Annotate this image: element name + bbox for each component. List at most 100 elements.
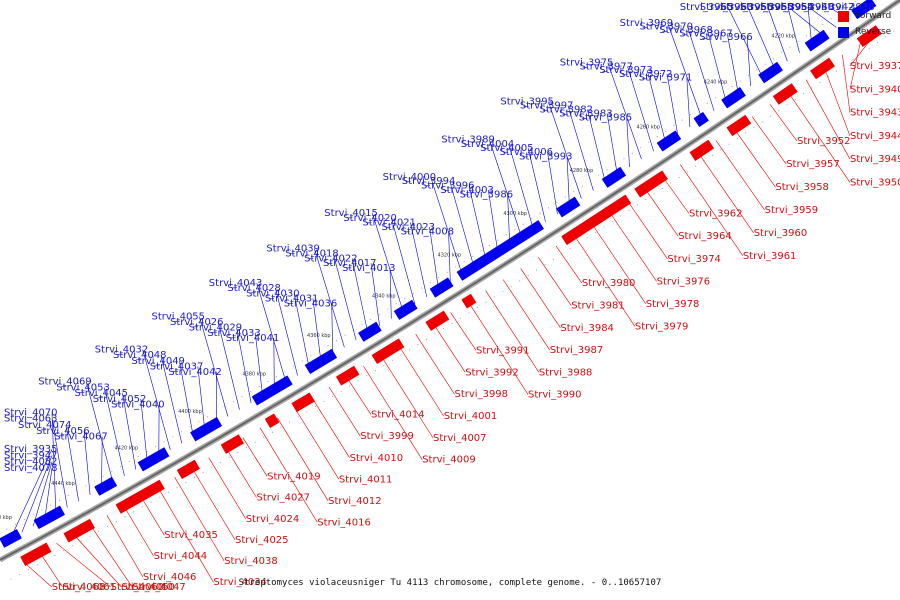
gene-label: Strvi_4046 [143,572,197,583]
leader-line [746,36,751,87]
gene-label: Strvi_4015 [324,208,378,219]
gene-label: Strvi_3974 [667,254,721,265]
gene-label: Strvi_4022 [304,253,358,264]
leader-line [312,298,322,362]
leader-line [662,176,690,214]
leader-line [547,152,558,215]
leader-line [485,290,540,373]
leader-line [508,143,534,230]
reverse-gene-5 [190,416,223,442]
leader-line [848,6,861,11]
gene-label: Strvi_4070 [4,408,58,419]
leader-line [72,533,122,588]
gene-label: Strvi_4038 [224,556,278,567]
gene-label: Strvi_4041 [226,333,280,344]
gene-label: Strvi_4032 [95,345,149,356]
leader-line [666,73,679,136]
gene-label: Strvi_4024 [246,514,300,525]
leader-line [788,6,825,37]
leader-line [236,327,252,403]
leader-line [370,263,380,326]
gene-label: Strvi_4039 [266,244,320,255]
leader-line [429,226,439,290]
gene-label: Strvi_4044 [154,551,208,562]
forward-gene-12 [561,194,632,246]
leader-line [502,279,550,351]
leader-line [410,222,427,297]
leader-line [122,393,137,470]
leader-line [488,189,499,253]
gene-label: Strvi_3949 [850,154,900,165]
leader-line [293,293,310,369]
tick-label: 4460 kbp [0,515,12,521]
forward-gene-9 [371,338,405,365]
leader-line [747,6,776,70]
leader-line [83,430,91,496]
leader-line [380,355,434,439]
gene-label: Strvi_4055 [152,312,206,323]
gene-label: Strvi_3973 [599,65,653,76]
gene-label: Strvi_3992 [465,367,519,378]
leader-line [868,1,874,8]
gene-label: Strvi_4001 [444,411,498,422]
forward-gene-16 [772,83,798,105]
reverse-gene-2 [33,505,66,530]
gene-label: Strvi_3938 [821,2,875,13]
gene-label: Strvi_4050 [121,582,175,593]
gene-label: Strvi_3972 [619,69,673,80]
leader-line [823,67,851,137]
gene-label: Strvi_3987 [550,345,604,356]
leader-line [259,427,318,523]
leader-line [106,515,144,578]
gene-label: Strvi_3947 [4,450,58,461]
gene-label: Strvi_3951 [761,2,815,13]
leader-line [391,217,416,305]
leader-line [591,222,647,305]
leader-line [733,128,776,188]
gene-label: Strvi_4035 [164,530,218,541]
gene-label: Strvi_3991 [476,345,530,356]
gene-label: Strvi_3944 [850,131,900,142]
gene-label: Strvi_4021 [362,217,416,228]
reverse-gene-12 [556,196,581,218]
leader-line [489,139,522,238]
leader-line [607,62,642,160]
reverse-gene-3 [94,476,118,496]
leader-line [432,323,466,373]
reverse-gene-14 [656,130,682,152]
gene-label: Strvi_4019 [267,471,321,482]
legend-forward: Forward [838,9,891,23]
leader-line [22,561,52,588]
leader-line [65,424,79,502]
leader-line [627,66,654,152]
gene-label: Strvi_4033 [207,328,261,339]
gene-label: Strvi_4013 [342,263,396,274]
leader-line [345,376,372,415]
gene-label: Strvi_4010 [350,453,404,464]
gene-label: Strvi_3948 [781,2,835,13]
forward-gene-15 [726,114,752,137]
gene-label: Strvi_4067 [54,432,108,443]
gene-label: Strvi_4009 [422,455,476,466]
gene-label: Strvi_3958 [775,182,829,193]
gene-label: Strvi_3996 [421,181,475,192]
leader-line [242,437,268,477]
leader-line [208,457,246,519]
gene-label: Strvi_3976 [657,276,711,287]
leader-line [787,6,800,53]
gene-label: Strvi_4020 [343,213,397,224]
leader-line [294,407,340,480]
gene-label: Strvi_4027 [257,493,311,504]
leader-line [555,245,583,284]
gene-label: Strvi_4047 [132,582,186,593]
reverse-gene-17 [758,61,784,84]
gene-label: Strvi_3970 [640,21,694,32]
reverse-gene-10 [429,277,454,298]
leader-line [527,147,546,222]
leader-line [538,257,572,306]
gene-label: Strvi_4007 [433,433,487,444]
gene-label: Strvi_4043 [209,278,263,289]
reverse-gene-6 [251,375,293,406]
gene-label: Strvi_3942 [801,2,855,13]
leader-line [686,77,691,128]
